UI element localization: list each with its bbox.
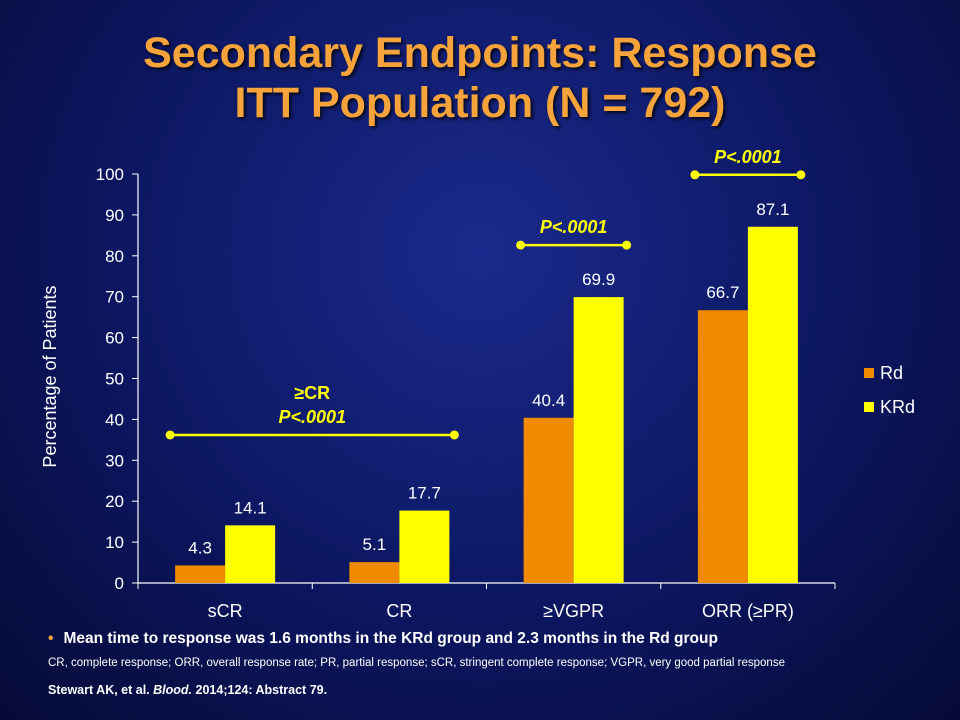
title-line-1: Secondary Endpoints: Response — [143, 29, 817, 77]
bracket-end-dot — [449, 430, 459, 440]
bar-rd — [523, 417, 574, 583]
data-label: 40.4 — [532, 391, 565, 410]
bar-rd — [175, 565, 226, 583]
y-tick-label: 80 — [105, 247, 124, 266]
bar-rd — [349, 562, 400, 583]
bar-krd — [747, 226, 798, 584]
bracket-p-value: P<.0001 — [540, 217, 608, 237]
data-label: 66.7 — [706, 283, 739, 302]
y-tick-label: 10 — [105, 533, 124, 552]
bracket-p-value: P<.0001 — [278, 407, 346, 427]
y-tick-label: 20 — [105, 492, 124, 511]
bracket-end-dot — [796, 170, 806, 180]
data-label: 14.1 — [234, 498, 267, 517]
bracket-end-dot — [516, 240, 526, 250]
y-axis-label: Percentage of Patients — [40, 285, 60, 467]
x-tick-label: CR — [386, 601, 412, 621]
title-line-2: ITT Population (N = 792) — [234, 79, 726, 127]
legend-label-rd: Rd — [880, 363, 903, 383]
bracket-end-dot — [622, 240, 632, 250]
mean-time-note: • Mean time to response was 1.6 months in… — [48, 630, 718, 648]
y-tick-label: 90 — [105, 206, 124, 225]
legend-label-krd: KRd — [880, 397, 915, 417]
data-label: 69.9 — [582, 270, 615, 289]
legend-swatch-krd — [864, 402, 874, 412]
x-tick-label: ORR (≥PR) — [702, 601, 794, 621]
y-tick-label: 0 — [115, 574, 124, 593]
bar-krd — [399, 510, 450, 583]
note-text: Mean time to response was 1.6 months in … — [63, 630, 718, 647]
bracket-end-dot — [165, 430, 175, 440]
bar-krd — [225, 525, 276, 583]
bracket-p-value: P<.0001 — [714, 147, 782, 167]
y-tick-label: 60 — [105, 329, 124, 348]
data-label: 17.7 — [408, 484, 441, 503]
bracket-end-dot — [690, 170, 700, 180]
x-tick-label: sCR — [208, 601, 243, 621]
y-tick-label: 30 — [105, 451, 124, 470]
legend-swatch-rd — [864, 368, 874, 378]
data-label: 4.3 — [188, 538, 212, 557]
data-label: 5.1 — [363, 535, 387, 554]
bar-rd — [697, 310, 748, 583]
data-label: 87.1 — [756, 200, 789, 219]
y-tick-label: 100 — [96, 165, 124, 184]
bar-krd — [573, 297, 624, 583]
y-tick-label: 40 — [105, 410, 124, 429]
bracket-label-group: ≥CR — [294, 383, 330, 403]
citation-authors: Stewart AK, et al. — [48, 683, 150, 697]
y-tick-label: 70 — [105, 288, 124, 307]
y-tick-label: 50 — [105, 370, 124, 389]
slide-title: Secondary Endpoints: Response ITT Popula… — [0, 28, 960, 128]
citation-journal: Blood. — [153, 683, 193, 697]
bullet-icon: • — [48, 630, 54, 647]
citation: Stewart AK, et al. Blood. 2014;124: Abst… — [48, 683, 327, 697]
x-tick-label: ≥VGPR — [543, 601, 604, 621]
abbreviations: CR, complete response; ORR, overall resp… — [48, 657, 785, 669]
citation-rest: 2014;124: Abstract 79. — [195, 683, 328, 697]
